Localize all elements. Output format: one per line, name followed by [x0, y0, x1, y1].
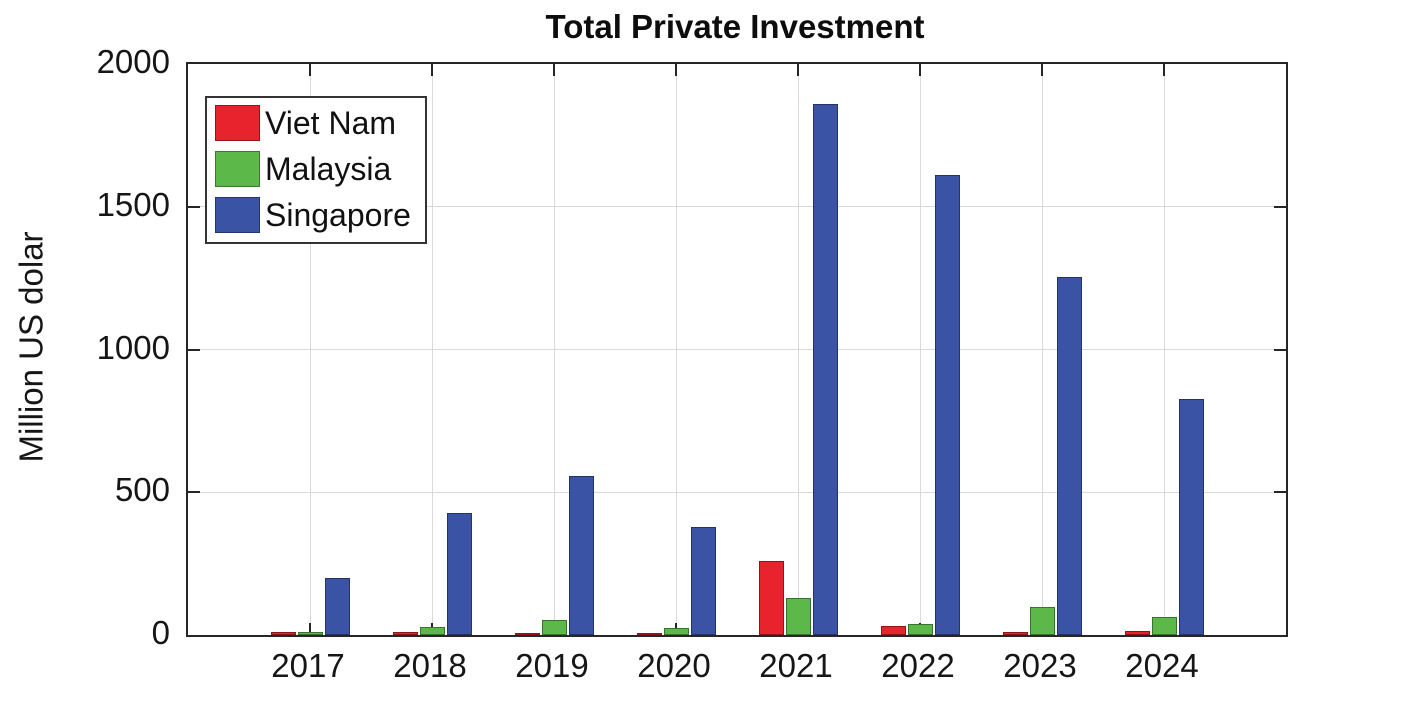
- plot-area: [186, 62, 1288, 637]
- bar-viet-nam-2018: [392, 632, 418, 635]
- y-tick-label-1000: 1000: [96, 328, 170, 366]
- x-gridline-2022: [919, 64, 921, 635]
- bar-viet-nam-2020: [636, 632, 662, 635]
- x-gridline-2021: [797, 64, 799, 635]
- bar-singapore-2018: [446, 513, 472, 635]
- bar-viet-nam-2019: [514, 632, 540, 635]
- y-tick-right-500: [1274, 491, 1286, 494]
- bar-singapore-2023: [1056, 276, 1082, 635]
- y-tick-label-500: 500: [114, 471, 170, 509]
- legend-row-singapore: Singapore: [215, 197, 411, 233]
- x-tick-top-2017: [309, 64, 311, 76]
- x-tick-label-2022: 2022: [881, 647, 955, 684]
- legend-swatch-singapore: [215, 197, 260, 233]
- bar-singapore-2019: [568, 476, 594, 635]
- y-tick-label-2000: 2000: [96, 43, 170, 80]
- legend-label-viet-nam: Viet Nam: [265, 105, 397, 141]
- y-tick-label-1500: 1500: [96, 185, 170, 223]
- bar-malaysia-2022: [907, 623, 933, 635]
- bar-malaysia-2019: [541, 619, 567, 635]
- x-tick-top-2022: [919, 64, 921, 76]
- bar-malaysia-2021: [785, 597, 811, 635]
- bar-viet-nam-2023: [1002, 631, 1028, 635]
- y-gridline-1000: [188, 349, 1286, 350]
- x-gridline-2020: [675, 64, 677, 635]
- x-tick-top-2020: [675, 64, 677, 76]
- x-tick-label-2021: 2021: [759, 647, 833, 684]
- bar-malaysia-2017: [297, 632, 323, 635]
- bar-malaysia-2023: [1029, 606, 1055, 635]
- legend: Viet Nam Malaysia Singapore: [205, 96, 427, 244]
- y-tick-left-500: [188, 491, 200, 494]
- legend-row-malaysia: Malaysia: [215, 151, 411, 187]
- bar-viet-nam-2024: [1124, 631, 1150, 635]
- x-gridline-2019: [553, 64, 555, 635]
- y-tick-label-0: 0: [151, 614, 170, 651]
- y-gridline-500: [188, 491, 1286, 493]
- bar-viet-nam-2021: [758, 561, 784, 635]
- y-gridline-1500: [188, 206, 1286, 208]
- x-tick-top-2023: [1041, 64, 1043, 76]
- legend-swatch-malaysia: [215, 151, 260, 187]
- y-axis-label: Million US dolar: [12, 231, 50, 463]
- bar-singapore-2020: [690, 527, 716, 635]
- y-tick-left-1000: [188, 348, 200, 351]
- x-gridline-2024: [1163, 64, 1165, 635]
- bar-singapore-2022: [934, 175, 960, 635]
- bar-malaysia-2018: [419, 627, 445, 635]
- legend-row-viet-nam: Viet Nam: [215, 105, 411, 141]
- legend-label-malaysia: Malaysia: [265, 151, 392, 187]
- x-tick-top-2018: [431, 64, 433, 76]
- bar-viet-nam-2017: [270, 632, 296, 635]
- bar-singapore-2024: [1178, 399, 1204, 635]
- y-tick-left-1500: [188, 205, 200, 208]
- legend-swatch-viet-nam: [215, 105, 260, 141]
- legend-label-singapore: Singapore: [265, 197, 411, 233]
- bar-singapore-2017: [324, 577, 350, 635]
- x-tick-bottom-2017: [309, 623, 311, 635]
- bar-viet-nam-2022: [880, 625, 906, 635]
- x-tick-label-2024: 2024: [1125, 647, 1199, 684]
- y-tick-right-1000: [1274, 348, 1286, 351]
- x-tick-label-2018: 2018: [393, 647, 467, 684]
- chart-title: Total Private Investment: [545, 8, 925, 45]
- x-tick-top-2019: [553, 64, 555, 76]
- y-tick-right-1500: [1274, 205, 1286, 208]
- x-gridline-2017: [309, 64, 311, 635]
- bar-malaysia-2020: [663, 627, 689, 635]
- x-tick-top-2021: [797, 64, 799, 76]
- bar-singapore-2021: [812, 103, 838, 635]
- x-tick-label-2020: 2020: [637, 647, 711, 684]
- x-tick-label-2019: 2019: [515, 647, 589, 684]
- x-tick-label-2023: 2023: [1003, 647, 1077, 684]
- bar-malaysia-2024: [1151, 617, 1177, 635]
- x-gridline-2018: [431, 64, 433, 635]
- x-tick-top-2024: [1163, 64, 1165, 76]
- x-gridline-2023: [1041, 64, 1043, 635]
- x-tick-label-2017: 2017: [271, 647, 345, 684]
